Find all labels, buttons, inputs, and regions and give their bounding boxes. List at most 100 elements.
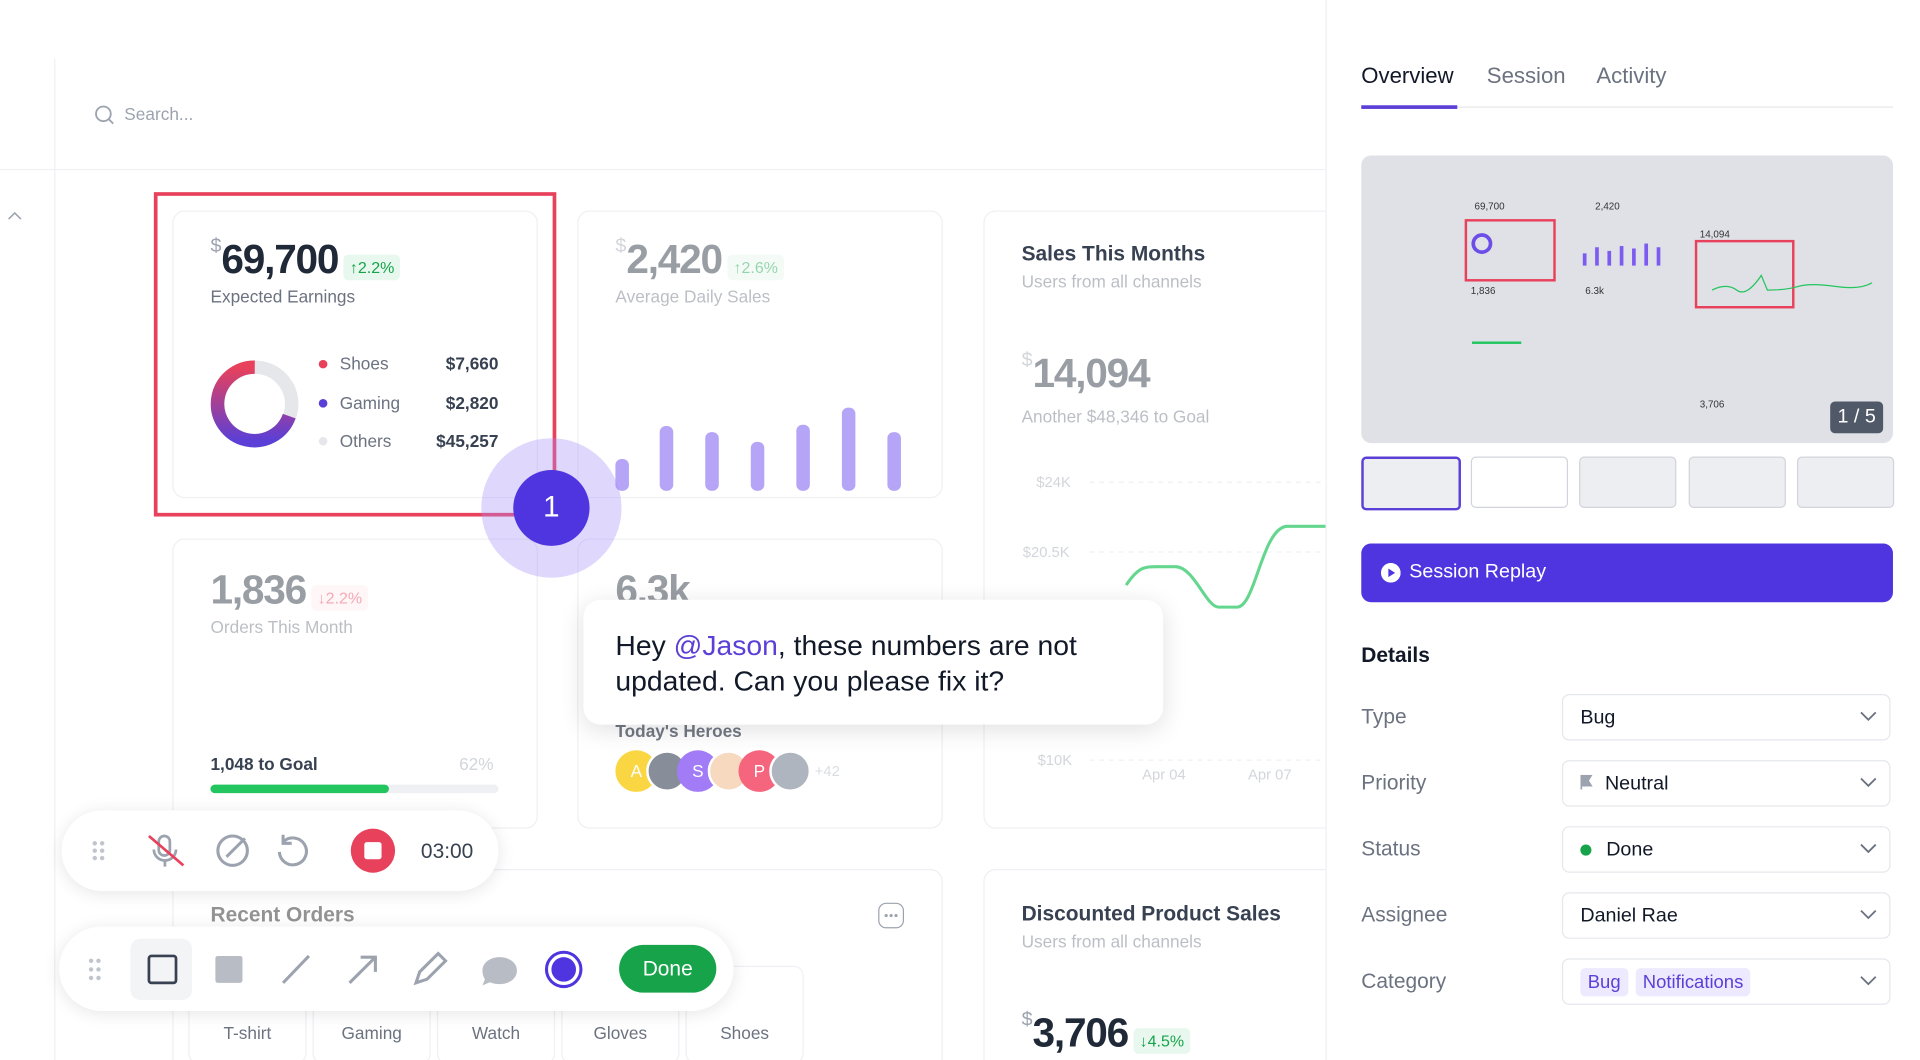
tag: Bug <box>1580 968 1628 997</box>
recorder-bar: 03:00 <box>61 810 499 892</box>
discounted-card: Discounted Product Sales Users from all … <box>983 869 1356 1060</box>
marker[interactable]: 1 <box>513 470 590 546</box>
goal-percent: 62% <box>459 753 494 774</box>
select[interactable]: Done <box>1561 826 1891 873</box>
shape <box>88 958 101 981</box>
thumbnail[interactable] <box>1688 456 1786 508</box>
order-tab-label: Watch <box>471 1023 521 1043</box>
thumbnail[interactable] <box>1470 456 1569 508</box>
legend-dot <box>318 359 328 369</box>
text: $ <box>615 236 627 258</box>
select-value: Daniel Rae <box>1580 905 1678 927</box>
shape <box>884 913 898 918</box>
mention[interactable]: @Jason <box>673 629 778 661</box>
thumbnail[interactable] <box>1796 456 1895 508</box>
recorder-icons[interactable] <box>62 810 499 891</box>
select-value: Neutral <box>1604 773 1669 795</box>
text: 69,700 <box>221 236 339 282</box>
shape <box>96 975 101 981</box>
x-tick-label: Apr 07 <box>1248 766 1292 784</box>
shape <box>210 360 296 448</box>
tab[interactable]: Overview <box>1361 63 1454 89</box>
y-tick-label: $20.5K <box>1022 543 1070 561</box>
chevron <box>1860 711 1877 722</box>
order-tab-label: Shoes <box>720 1023 770 1043</box>
tool-icons[interactable] <box>59 927 613 1011</box>
thumbnail[interactable] <box>1579 456 1677 508</box>
preview-text: 2,420 <box>1595 200 1620 212</box>
shape <box>1632 248 1636 266</box>
shape <box>99 841 105 846</box>
shape <box>92 855 97 861</box>
done-button[interactable]: Done <box>619 944 717 993</box>
sales-title: Sales This Months <box>1021 242 1206 266</box>
legend-value: $7,660 <box>445 353 499 374</box>
comment-bubble: Hey @Jason, these numbers are not update… <box>583 599 1164 725</box>
legend-row: Gaming $2,820 <box>318 392 499 431</box>
more-button[interactable] <box>878 902 905 929</box>
select[interactable]: Bug Notifications <box>1561 958 1891 1005</box>
discounted-title: Discounted Product Sales <box>1021 902 1281 926</box>
shape <box>878 902 905 929</box>
shape <box>1388 568 1396 578</box>
legend-value: $2,820 <box>445 392 499 412</box>
tab[interactable]: Activity <box>1596 63 1667 89</box>
shape <box>551 957 577 982</box>
session-replay-button[interactable]: Session Replay <box>1361 543 1893 603</box>
shape <box>1607 250 1612 266</box>
shape <box>1619 246 1624 266</box>
shape <box>1860 976 1877 986</box>
text: 2.2% <box>357 258 395 277</box>
shape <box>95 105 112 123</box>
discounted-value: $3,706 ↓4.5% <box>1022 1010 1191 1057</box>
text: ↓2.2% <box>311 585 369 611</box>
shape <box>364 842 382 860</box>
order-tab[interactable]: Shoes <box>685 965 804 1060</box>
shape <box>277 834 308 867</box>
shape <box>216 834 249 867</box>
shape <box>884 913 888 918</box>
collapse-chevron[interactable] <box>7 211 22 221</box>
legend-value: $45,257 <box>436 430 499 451</box>
select[interactable]: Bug <box>1561 694 1891 741</box>
shape <box>1711 274 1873 293</box>
preview-text: 6.3k <box>1585 285 1604 297</box>
tab[interactable]: Session <box>1486 63 1566 89</box>
earnings-legend: Shoes $7,660 Gaming $2,820 Others $45,257 <box>318 353 499 470</box>
shape <box>750 441 765 491</box>
shape <box>96 958 101 964</box>
shape <box>1860 711 1877 722</box>
shape <box>482 957 517 986</box>
text: 4.5% <box>1147 1031 1185 1051</box>
text: 14,094 <box>1032 350 1151 396</box>
shape <box>1860 777 1877 788</box>
goal-track <box>210 784 499 794</box>
tag: Notifications <box>1635 968 1751 997</box>
thumbnail[interactable] <box>1361 456 1461 511</box>
recent-title: Recent Orders <box>210 903 355 927</box>
preview-text: 3,706 <box>1699 399 1725 411</box>
comment-text: , these numbers are not updated. Can you… <box>615 629 1077 697</box>
earnings-label: Expected Earnings <box>210 286 356 306</box>
chevron <box>1860 976 1877 986</box>
shape <box>1582 243 1661 266</box>
select[interactable]: Neutral <box>1561 760 1891 807</box>
orders-value: 1,836 ↓2.2% <box>210 566 369 614</box>
legend-dot <box>318 398 328 407</box>
x-tick-label: Apr 04 <box>1142 766 1186 784</box>
shape <box>1124 524 1336 609</box>
sales-line <box>1089 481 1336 761</box>
shape <box>1464 219 1556 282</box>
shape <box>1089 481 1336 761</box>
search-input[interactable]: Search... <box>124 104 194 124</box>
field-label: Status <box>1361 837 1421 861</box>
select[interactable]: Daniel Rae <box>1561 892 1891 939</box>
shape <box>152 849 178 867</box>
order-tab-label: Gaming <box>341 1023 402 1043</box>
order-tab-label: Gloves <box>593 1023 648 1043</box>
sales-value: $14,094 <box>1022 350 1151 397</box>
shape <box>1380 563 1401 583</box>
text: 1,836 <box>210 566 307 612</box>
text: 3,706 <box>1032 1009 1130 1056</box>
shape <box>1694 239 1795 309</box>
